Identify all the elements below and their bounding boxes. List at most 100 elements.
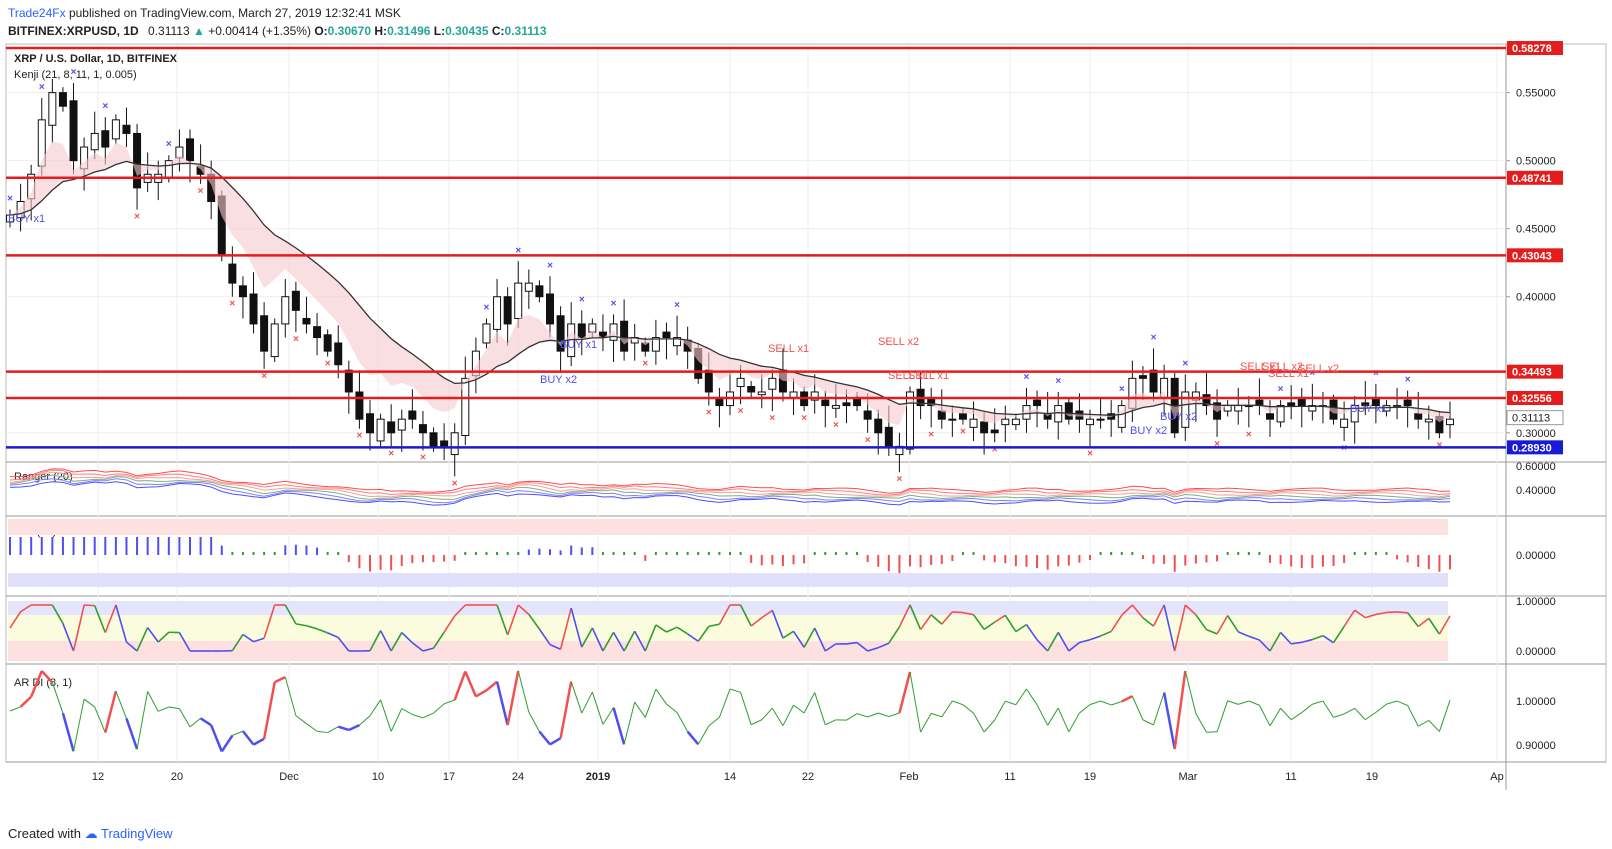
ardi-line [814, 692, 826, 725]
ardi-line [581, 691, 593, 714]
price-tick-label: 0.45000 [1516, 224, 1556, 236]
tdi-line [919, 614, 932, 631]
candle [450, 432, 459, 456]
tdi-line [284, 604, 297, 625]
ranger-line [9, 474, 1451, 500]
publish-info: Trade24Fx published on TradingView.com, … [8, 6, 401, 20]
ardi-line [612, 707, 626, 745]
tdi-line [962, 611, 974, 616]
candle [842, 402, 851, 407]
tdi-lower-zone [8, 641, 1448, 661]
ardi-line [1343, 707, 1355, 715]
tdi-line [506, 604, 519, 636]
candle [1149, 369, 1158, 393]
level-tag-bg [1507, 41, 1563, 56]
x-tick-label: 14 [724, 771, 736, 783]
ardi-line [1015, 688, 1027, 706]
price-change: +0.00414 (+1.35%) [208, 24, 311, 38]
candle [48, 92, 57, 126]
tdi-line [422, 647, 434, 652]
candle [757, 391, 766, 396]
buy-marker: × [1055, 376, 1061, 387]
tdi-line [941, 611, 953, 625]
close-label: C: [491, 24, 505, 38]
sell-marker: × [769, 413, 775, 424]
tdi-line [676, 626, 689, 635]
tdi-line [115, 604, 128, 643]
sell-signal-label: SELL x1 [1268, 368, 1309, 380]
buy-marker: × [1373, 368, 1379, 379]
candle [90, 132, 99, 151]
tdi-line [1216, 615, 1229, 635]
candle [366, 413, 374, 434]
ardi-line [337, 725, 350, 732]
ardi-line [1301, 703, 1313, 713]
candle [313, 326, 322, 339]
candle [503, 296, 512, 325]
tdi-line [570, 607, 583, 648]
publisher-name[interactable]: Trade24Fx [8, 6, 66, 20]
tdi-line [93, 605, 107, 633]
tdi-line [1036, 639, 1049, 652]
high-value: 0.31496 [387, 24, 431, 38]
tdi-line [792, 630, 805, 648]
level-tag-bg [1507, 391, 1563, 406]
ardi-line [136, 691, 149, 750]
ardi-line [1428, 720, 1440, 732]
tdi-line [1428, 617, 1441, 635]
ardi-line [73, 699, 85, 752]
tdi-line [909, 604, 922, 630]
candle [133, 132, 142, 189]
ardi-line [676, 712, 689, 732]
sell-marker: × [356, 431, 362, 442]
tdi-line [1375, 611, 1387, 616]
ardi-line [803, 692, 816, 714]
candle [1340, 418, 1349, 428]
candle [376, 418, 385, 442]
candle [1393, 405, 1402, 408]
candle [186, 138, 194, 162]
ardi-line [846, 713, 858, 721]
ardi-line [40, 670, 54, 684]
ardi-line [517, 670, 530, 713]
ardi-line [538, 730, 551, 746]
tdi-line [1237, 631, 1250, 638]
candle [1424, 418, 1433, 423]
candle [397, 418, 406, 431]
candle [418, 424, 427, 434]
sell-marker: × [738, 406, 744, 417]
buy-signal-label: BUY x1 [1350, 403, 1387, 415]
level-tag-bg [1507, 248, 1563, 263]
candle [535, 285, 544, 298]
price-tick-label: 0.40000 [1516, 292, 1556, 304]
ardi-line [1057, 707, 1070, 733]
tdi-line [634, 630, 646, 652]
sell-marker: × [293, 334, 299, 345]
x-tick-label: Mar [1179, 771, 1198, 783]
tdi-line [1343, 609, 1356, 627]
tdi-line [930, 614, 943, 625]
buy-signal-label: BUY x2 [540, 374, 577, 386]
candle [1361, 402, 1370, 407]
tdi-line [295, 623, 307, 627]
candle [546, 293, 554, 325]
ardi-line [898, 671, 912, 714]
candle [662, 331, 671, 339]
tdi-line [1386, 611, 1398, 614]
main-legend-title: XRP / U.S. Dollar, 1D, BITFINEX [14, 53, 178, 65]
candle [651, 337, 660, 352]
current-price-tag [1506, 410, 1564, 426]
sell-signal-label: SELL x1 [1240, 361, 1281, 373]
candle [906, 391, 914, 450]
candle [768, 377, 777, 390]
candle [238, 285, 247, 298]
tdi-line [1142, 617, 1155, 627]
candle [747, 386, 756, 393]
ardi-line [19, 695, 33, 708]
tdi-line [327, 632, 339, 639]
created-with-text: Created with [8, 826, 81, 841]
tradingview-brand[interactable]: TradingView [101, 826, 173, 841]
up-arrow-icon: ▲ [192, 24, 205, 38]
tdi-line [623, 630, 636, 652]
